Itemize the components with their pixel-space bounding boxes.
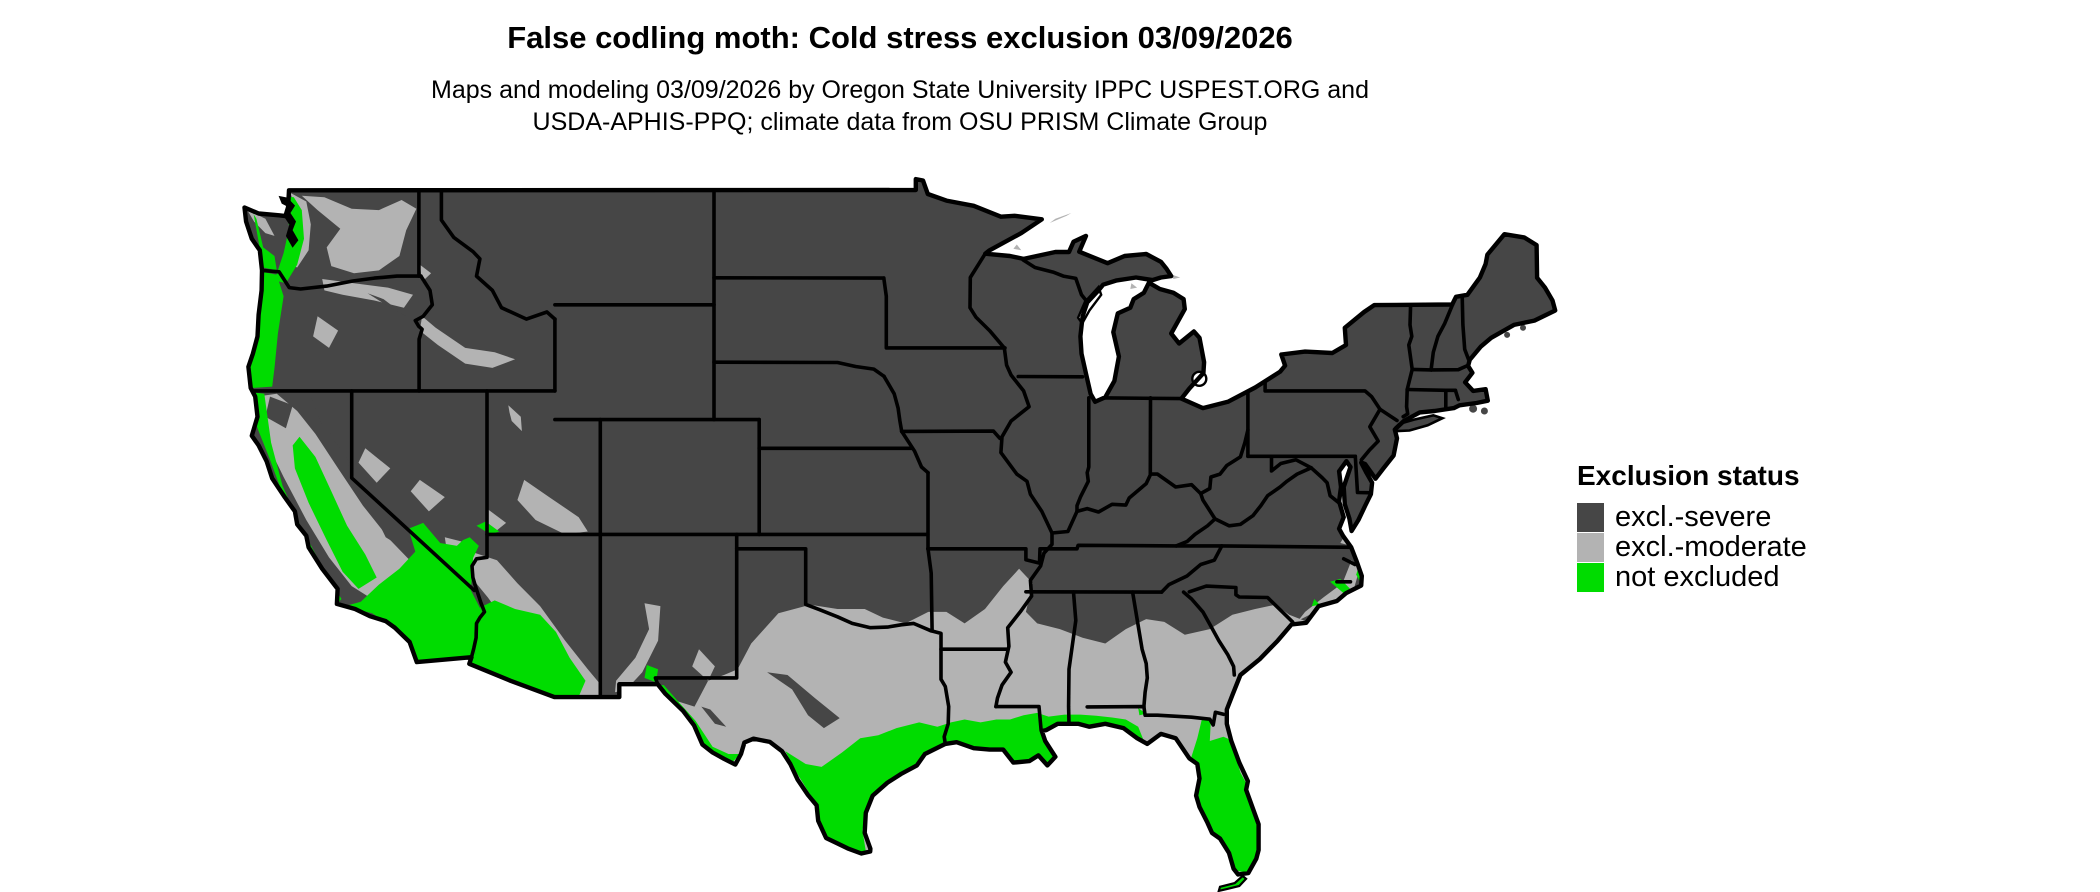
- not-excluded-swatch-icon: [1577, 562, 1604, 592]
- figure-subtitle-line-1: Maps and modeling 03/09/2026 by Oregon S…: [431, 76, 1369, 104]
- florida-keys: [1217, 874, 1248, 892]
- figure-title: False codling moth: Cold stress exclusio…: [507, 20, 1293, 55]
- coastal-island-dot: [1504, 331, 1511, 338]
- legend-label-severe: excl.-severe: [1615, 501, 1772, 533]
- coastal-island-dot: [1469, 404, 1478, 413]
- figure-subtitle-line-2: USDA-APHIS-PPQ; climate data from OSU PR…: [532, 108, 1268, 136]
- legend-row-not-excluded: not excluded: [1577, 562, 1807, 592]
- lake-island: [1172, 274, 1181, 279]
- coastal-island-dot: [1480, 407, 1488, 415]
- legend: Exclusion status excl.-severe excl.-mode…: [1577, 460, 1807, 592]
- puget-sound-water: [278, 195, 299, 248]
- legend-title: Exclusion status: [1577, 460, 1800, 491]
- coastal-island-dot: [1520, 324, 1526, 331]
- legend-row-moderate: excl.-moderate: [1577, 532, 1807, 562]
- legend-label-moderate: excl.-moderate: [1615, 531, 1807, 563]
- lake-island: [1013, 244, 1022, 251]
- lake-island: [1130, 283, 1138, 289]
- moderate-swatch-icon: [1577, 532, 1604, 562]
- conus-outline: [242, 176, 1558, 877]
- severe-swatch-icon: [1577, 502, 1604, 532]
- legend-label-not-excluded: not excluded: [1615, 561, 1780, 593]
- lake-island: [1049, 213, 1072, 223]
- legend-row-severe: excl.-severe: [1577, 502, 1807, 532]
- state-borders: [251, 188, 1471, 746]
